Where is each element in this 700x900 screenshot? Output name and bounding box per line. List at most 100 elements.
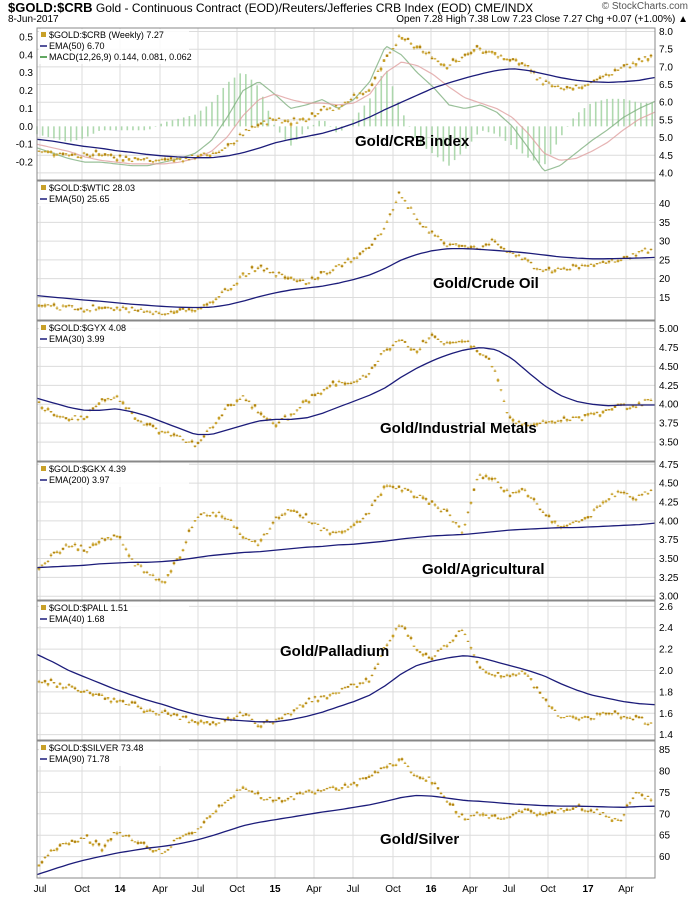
price-candle bbox=[214, 421, 218, 425]
stockcharts-brand[interactable]: © StockCharts.com bbox=[601, 1, 688, 12]
price-candle bbox=[295, 278, 299, 283]
price-candle bbox=[505, 488, 509, 492]
price-candle bbox=[271, 118, 275, 122]
x-tick-label: 14 bbox=[114, 884, 126, 895]
price-candle bbox=[619, 715, 623, 721]
price-candle bbox=[595, 711, 599, 716]
price-candle bbox=[358, 681, 362, 686]
price-candle bbox=[526, 807, 530, 812]
price-candle bbox=[520, 257, 524, 261]
macd-histogram-bar bbox=[154, 126, 157, 127]
price-candle bbox=[637, 57, 641, 62]
price-candle bbox=[601, 260, 605, 264]
price-candle bbox=[382, 59, 386, 63]
svg-text:$GOLD:$GYX 4.08: $GOLD:$GYX 4.08 bbox=[49, 323, 126, 333]
y-tick-label: 75 bbox=[659, 788, 671, 799]
price-candle bbox=[586, 515, 590, 519]
price-candle bbox=[307, 521, 311, 523]
price-candle bbox=[442, 644, 446, 647]
panel-frame bbox=[36, 600, 656, 741]
macd-histogram-bar bbox=[53, 126, 55, 139]
price-candle bbox=[88, 691, 92, 695]
price-candle bbox=[103, 398, 107, 403]
price-candle bbox=[247, 273, 251, 275]
price-candle bbox=[172, 310, 176, 315]
price-candle bbox=[292, 277, 296, 281]
price-candle bbox=[367, 680, 371, 684]
price-candle bbox=[253, 722, 257, 724]
price-candle bbox=[184, 309, 188, 313]
price-candle bbox=[343, 782, 347, 787]
price-candle bbox=[424, 226, 428, 228]
price-candle bbox=[478, 665, 482, 670]
price-candle bbox=[313, 278, 317, 281]
price-candle bbox=[178, 836, 182, 840]
macd-histogram-bar bbox=[109, 126, 112, 131]
price-candle bbox=[457, 815, 461, 818]
price-candle bbox=[148, 574, 152, 576]
price-candle bbox=[373, 666, 377, 670]
macd-histogram-bar bbox=[583, 108, 586, 127]
price-candle bbox=[544, 79, 548, 83]
price-candle bbox=[289, 509, 293, 513]
price-candle bbox=[166, 430, 170, 434]
y-tick-label: 4.5 bbox=[659, 151, 673, 162]
y-tick-label: 1.8 bbox=[659, 687, 673, 698]
price-candle bbox=[475, 349, 479, 353]
price-candle bbox=[256, 543, 260, 547]
price-candle bbox=[91, 152, 95, 158]
price-candle bbox=[61, 415, 65, 418]
price-candle bbox=[166, 849, 170, 851]
price-candle bbox=[475, 660, 479, 665]
price-candle bbox=[514, 254, 518, 258]
price-candle bbox=[247, 714, 251, 717]
price-candle bbox=[499, 675, 503, 679]
price-candle bbox=[511, 252, 515, 255]
price-candle bbox=[406, 345, 410, 348]
price-candle bbox=[337, 788, 341, 791]
price-candle bbox=[298, 278, 302, 282]
macd-histogram-bar bbox=[245, 74, 247, 127]
price-candle bbox=[166, 711, 170, 715]
panel-frame bbox=[36, 740, 656, 879]
price-candle bbox=[508, 815, 512, 819]
price-candle bbox=[268, 271, 272, 274]
panel-title: Gold/Crude Oil bbox=[433, 275, 539, 292]
price-candle bbox=[442, 343, 446, 346]
macd-histogram-bar bbox=[374, 87, 377, 127]
macd-histogram-bar bbox=[357, 112, 360, 127]
price-candle bbox=[301, 399, 305, 404]
price-candle bbox=[376, 495, 380, 498]
price-candle bbox=[550, 520, 554, 525]
price-candle bbox=[205, 513, 209, 518]
price-candle bbox=[400, 36, 404, 40]
price-candle bbox=[382, 227, 386, 230]
svg-text:EMA(200) 3.97: EMA(200) 3.97 bbox=[49, 475, 110, 485]
price-candle bbox=[532, 422, 536, 427]
price-candle bbox=[181, 715, 185, 718]
price-candle bbox=[214, 513, 218, 518]
price-candle bbox=[535, 686, 539, 690]
price-candle bbox=[595, 263, 599, 265]
price-candle bbox=[271, 520, 275, 525]
price-candle bbox=[511, 57, 515, 61]
price-candle bbox=[397, 34, 401, 38]
price-candle bbox=[88, 841, 92, 844]
price-candle bbox=[610, 818, 614, 823]
price-candle bbox=[181, 834, 185, 838]
price-candle bbox=[199, 513, 203, 516]
macd-histogram-bar bbox=[115, 126, 117, 131]
price-candle bbox=[316, 699, 320, 703]
price-candle bbox=[208, 301, 212, 304]
price-candle bbox=[553, 85, 557, 88]
price-candle bbox=[418, 44, 422, 49]
macd-histogram-bar bbox=[47, 126, 50, 138]
price-candle bbox=[568, 419, 572, 422]
price-candle bbox=[301, 704, 305, 708]
price-candle bbox=[154, 159, 158, 163]
price-candle bbox=[604, 72, 608, 77]
price-candle bbox=[316, 391, 320, 395]
price-candle bbox=[397, 758, 401, 763]
